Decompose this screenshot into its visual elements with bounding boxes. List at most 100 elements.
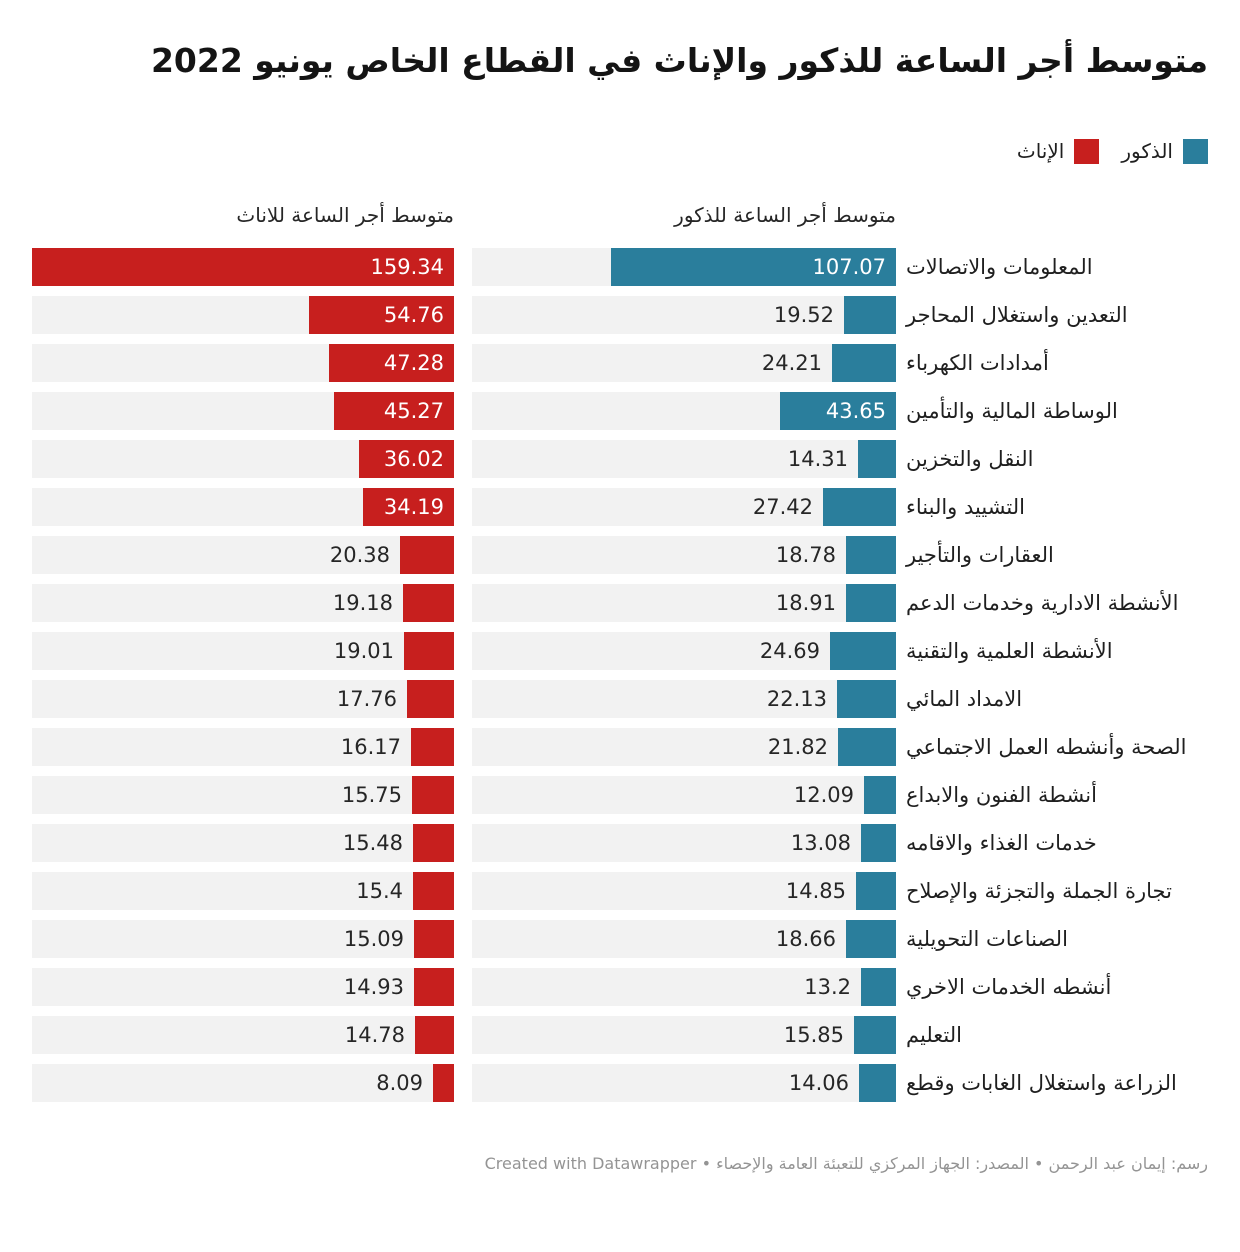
female-value-label: 20.38 (329, 543, 390, 567)
male-bar[interactable] (856, 872, 896, 910)
male-value-label: 19.52 (773, 303, 834, 327)
male-bar[interactable] (861, 824, 896, 862)
panel-gap (454, 728, 472, 766)
male-bar[interactable] (846, 584, 896, 622)
category-label: خدمات الغذاء والاقامه (906, 831, 1097, 855)
female-bar[interactable] (403, 584, 454, 622)
female-bar[interactable] (411, 728, 454, 766)
female-bar[interactable] (32, 248, 454, 286)
category-label: الصناعات التحويلية (906, 927, 1068, 951)
male-bar[interactable] (832, 344, 896, 382)
panel-gap (454, 872, 472, 910)
category-label: التشييد والبناء (906, 495, 1025, 519)
chart-row: 54.76 19.52 التعدين واستغلال المحاجر (32, 296, 1208, 334)
chart-row: 34.19 27.42 التشييد والبناء (32, 488, 1208, 526)
panel-gap (454, 824, 472, 862)
male-bar[interactable] (859, 1064, 896, 1102)
female-bar-track: 47.28 (32, 344, 454, 382)
female-legend-swatch (1074, 138, 1100, 164)
male-bar-track: 107.07 (472, 248, 896, 286)
female-value-label: 19.01 (333, 639, 394, 663)
female-bar[interactable] (404, 632, 454, 670)
female-value-label: 16.17 (340, 735, 401, 759)
male-value-label: 24.69 (759, 639, 820, 663)
chart-row: 20.38 18.78 العقارات والتأجير (32, 536, 1208, 574)
category-label: النقل والتخزين (906, 447, 1034, 471)
female-value-label: 17.76 (336, 687, 397, 711)
female-bar[interactable] (363, 488, 454, 526)
category-label: الزراعة واستغلال الغابات وقطع (906, 1071, 1177, 1095)
panel-gap (454, 776, 472, 814)
chart-row: 17.76 22.13 الامداد المائي (32, 680, 1208, 718)
male-bar-track: 24.69 (472, 632, 896, 670)
male-legend-label: الذكور (1121, 139, 1173, 163)
panel-gap (454, 248, 472, 286)
male-column-header: متوسط أجر الساعة للذكور (674, 203, 896, 227)
female-bar-track: 15.75 (32, 776, 454, 814)
female-bar-track: 45.27 (32, 392, 454, 430)
category-label: الوساطة المالية والتأمين (906, 399, 1118, 423)
chart-row: 14.78 15.85 التعليم (32, 1016, 1208, 1054)
female-bar[interactable] (309, 296, 454, 334)
female-bar[interactable] (412, 776, 454, 814)
female-bar[interactable] (433, 1064, 454, 1102)
female-bar[interactable] (359, 440, 454, 478)
male-bar[interactable] (846, 920, 896, 958)
female-bar[interactable] (400, 536, 454, 574)
chart-row: 47.28 24.21 أمدادات الكهرباء (32, 344, 1208, 382)
panel-gap (454, 488, 472, 526)
male-bar[interactable] (844, 296, 896, 334)
female-value-label: 14.78 (344, 1023, 405, 1047)
category-label: الصحة وأنشطه العمل الاجتماعي (906, 735, 1187, 759)
category-label: العقارات والتأجير (906, 543, 1054, 567)
female-bar[interactable] (329, 344, 454, 382)
male-bar-track: 14.06 (472, 1064, 896, 1102)
male-bar[interactable] (830, 632, 896, 670)
female-bar-track: 14.93 (32, 968, 454, 1006)
panel-gap (454, 920, 472, 958)
male-value-label: 27.42 (752, 495, 813, 519)
chart-row: 19.01 24.69 الأنشطة العلمية والتقنية (32, 632, 1208, 670)
male-bar[interactable] (837, 680, 896, 718)
female-value-label: 15.09 (343, 927, 404, 951)
male-bar-track: 13.08 (472, 824, 896, 862)
male-bar[interactable] (846, 536, 896, 574)
legend: الذكور الإناث (32, 138, 1208, 164)
female-value-label: 54.76 (383, 303, 444, 327)
rows: 159.34 107.07 المعلومات والاتصالات 54.76… (32, 248, 1208, 1102)
panel-gap (454, 1016, 472, 1054)
male-bar[interactable] (780, 392, 896, 430)
category-label: أنشطه الخدمات الاخري (906, 975, 1112, 999)
category-label: تجارة الجملة والتجزئة والإصلاح (906, 879, 1172, 903)
legend-item-female: الإناث (1017, 138, 1100, 164)
female-bar[interactable] (413, 872, 454, 910)
female-bar[interactable] (414, 920, 454, 958)
chart-row: 15.4 14.85 تجارة الجملة والتجزئة والإصلا… (32, 872, 1208, 910)
female-bar-track: 8.09 (32, 1064, 454, 1102)
male-value-label: 13.2 (804, 975, 851, 999)
category-label: التعدين واستغلال المحاجر (906, 303, 1128, 327)
female-value-label: 45.27 (383, 399, 444, 423)
male-bar[interactable] (854, 1016, 896, 1054)
female-bar[interactable] (413, 824, 454, 862)
male-value-label: 22.13 (766, 687, 827, 711)
panel-gap (454, 536, 472, 574)
chart-row: 159.34 107.07 المعلومات والاتصالات (32, 248, 1208, 286)
male-value-label: 14.31 (787, 447, 848, 471)
male-bar[interactable] (611, 248, 896, 286)
female-bar[interactable] (415, 1016, 454, 1054)
female-bar[interactable] (407, 680, 454, 718)
male-bar[interactable] (838, 728, 896, 766)
male-bar[interactable] (864, 776, 896, 814)
male-bar[interactable] (823, 488, 896, 526)
male-bar[interactable] (858, 440, 896, 478)
female-bar-track: 15.4 (32, 872, 454, 910)
datawrapper-link[interactable]: Created with Datawrapper (484, 1154, 697, 1173)
female-bar[interactable] (414, 968, 454, 1006)
male-value-label: 18.66 (775, 927, 836, 951)
female-bar[interactable] (334, 392, 454, 430)
male-bar[interactable] (861, 968, 896, 1006)
male-value-label: 24.21 (761, 351, 822, 375)
male-bar-track: 22.13 (472, 680, 896, 718)
male-bar-track: 43.65 (472, 392, 896, 430)
